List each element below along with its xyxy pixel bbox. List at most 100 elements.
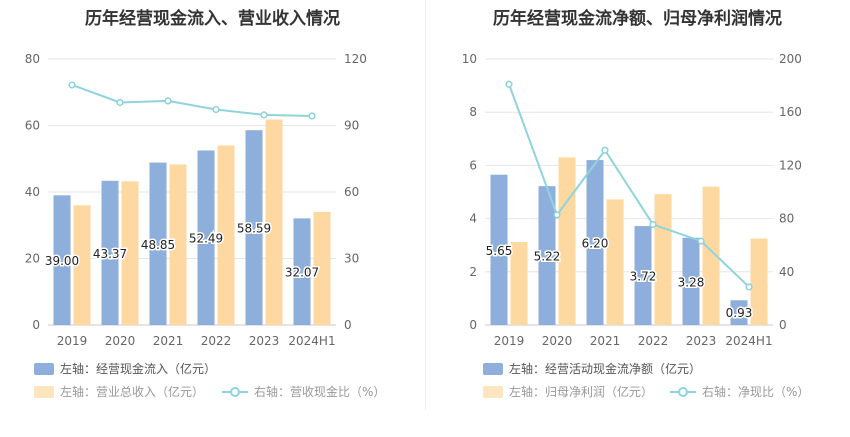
x-axis-tick-label: 2022 [638,334,669,348]
legend-item-net-cash-ratio[interactable]: 右轴：净现比（%） [670,383,809,400]
right-axis-tick-label: 160 [779,105,802,119]
bar-net-cash-flow [586,160,604,325]
left-axis-tick-label: 4 [469,212,477,226]
bar-data-label: 43.37 [93,247,127,261]
right-axis-tick-label: 200 [779,52,802,66]
ratio-point [212,105,220,114]
legend-bar-swatch [34,385,54,398]
bar-data-label: 39.00 [45,254,79,268]
left-axis-tick-label: 8 [469,105,477,119]
right-axis-tick-label: 40 [779,265,794,279]
legend-label: 左轴：归母净利润（亿元） [509,385,654,399]
bar-cash-inflow [101,180,119,325]
bar-data-label: 5.22 [534,250,561,264]
right-axis-tick-label: 60 [344,185,359,199]
ratio-point [116,98,124,107]
bar-net-profit [654,194,672,325]
left-axis-tick-label: 2 [469,265,477,279]
bar-revenue [121,181,139,325]
chart-panel-cash-inflow: 历年经营现金流入、营业收入情况 0 20 40 60 80 0 30 60 90 120 2019 2… [25,9,386,400]
chart-svg-net-cash-flow: 0 2 4 6 8 10 0 40 80 120 160 200 2019 2020 2021 2022 202… [462,52,802,348]
legend-item-net-operating-cash-flow[interactable]: 左轴：经营活动现金流净额（亿元） [483,360,701,377]
x-axis-tick-label: 2019 [494,334,525,348]
chart-title: 历年经营现金流净额、归母净利润情况 [493,9,782,29]
ratio-point [601,146,609,154]
bar-cash-inflow [293,218,311,325]
chart-title: 历年经营现金流入、营业收入情况 [85,9,340,29]
x-axis-tick-label: 2021 [153,334,184,348]
ratio-point [697,237,705,245]
right-axis-tick-label: 30 [344,252,359,266]
bar-net-cash-flow [634,226,652,325]
right-axis-tick-label: 120 [344,52,367,66]
bar-revenue [217,145,235,325]
legend-item-revenue-cash-ratio[interactable]: 右轴：营收现金比（%） [222,383,385,400]
ratio-line [508,83,750,288]
right-axis-tick-label: 0 [344,318,352,332]
bar-net-cash-flow [490,174,508,325]
left-axis-tick-label: 40 [25,185,40,199]
x-axis-tick-label: 2022 [201,334,232,348]
bar-net-profit [558,157,576,325]
bar-net-profit [606,199,624,325]
panel-divider [425,0,426,410]
bar-cash-inflow [53,195,71,325]
left-axis-tick-label: 80 [25,52,40,66]
legend-item-revenue[interactable]: 左轴：营业总收入（亿元） [34,383,204,400]
left-axis-tick-label: 0 [469,318,477,332]
bar-net-cash-flow [538,186,556,325]
bar-data-label: 3.28 [678,275,705,289]
ratio-point [505,80,513,88]
bar-cash-inflow [197,150,215,325]
ratio-point [260,111,268,119]
bar-cash-inflow [245,130,263,325]
x-axis-tick-label: 2023 [249,334,280,348]
legend-label: 左轴：经营现金流入（亿元） [60,362,217,376]
ratio-point [553,211,561,219]
left-axis-tick-label: 0 [32,318,40,332]
bar-data-label: 5.65 [486,244,513,258]
bar-data-label: 0.93 [726,306,753,320]
legend-label: 左轴：营业总收入（亿元） [60,385,205,399]
chart-svg-cash-inflow: 0 20 40 60 80 0 30 60 90 120 2019 2020 2021 2022 2023 2… [25,52,367,348]
bar-net-profit [750,238,768,325]
x-axis-tick-label: 2024H1 [725,334,772,348]
left-axis-tick-label: 6 [469,158,477,172]
bar-net-cash-flow [682,237,700,325]
legend-label: 右轴：净现比（%） [702,385,810,399]
bar-data-label: 48.85 [141,238,175,252]
x-axis-tick-label: 2020 [542,334,573,348]
legend-line-swatch [670,386,696,398]
bar-net-profit [510,242,528,325]
bar-revenue [169,164,187,325]
bar-net-profit [702,186,720,325]
x-axis-tick-label: 2023 [686,334,717,348]
legend-line-swatch [222,386,248,398]
legend-bar-swatch [34,362,54,375]
bar-data-label: 52.49 [189,232,223,246]
x-axis-tick-label: 2021 [590,334,621,348]
left-axis-tick-label: 20 [25,252,40,266]
right-axis-tick-label: 80 [779,212,794,226]
x-axis-tick-label: 2024H1 [288,334,335,348]
ratio-point [164,97,172,105]
bar-data-label: 6.20 [582,237,609,251]
legend-label: 右轴：营收现金比（%） [254,385,386,399]
left-axis-tick-label: 60 [25,119,40,133]
bar-data-label: 3.72 [630,270,657,284]
chart-panel-net-cash-flow: 历年经营现金流净额、归母净利润情况 0 2 4 6 8 10 0 40 80 120 160 200 2… [425,0,850,437]
legend-label: 左轴：经营活动现金流净额（亿元） [509,362,702,376]
bar-data-label: 32.07 [285,266,319,280]
bar-revenue [265,119,283,325]
bar-revenue [313,211,331,325]
x-axis-tick-label: 2020 [105,334,136,348]
right-axis-tick-label: 90 [344,119,359,133]
right-axis-tick-label: 0 [779,318,787,332]
ratio-point [308,112,316,120]
legend-item-cash-inflow[interactable]: 左轴：经营现金流入（亿元） [34,360,216,377]
ratio-point [68,81,76,89]
ratio-line [71,83,313,117]
legend-item-net-profit[interactable]: 左轴：归母净利润（亿元） [483,383,653,400]
bar-net-cash-flow [730,300,748,325]
ratio-point [649,220,657,229]
